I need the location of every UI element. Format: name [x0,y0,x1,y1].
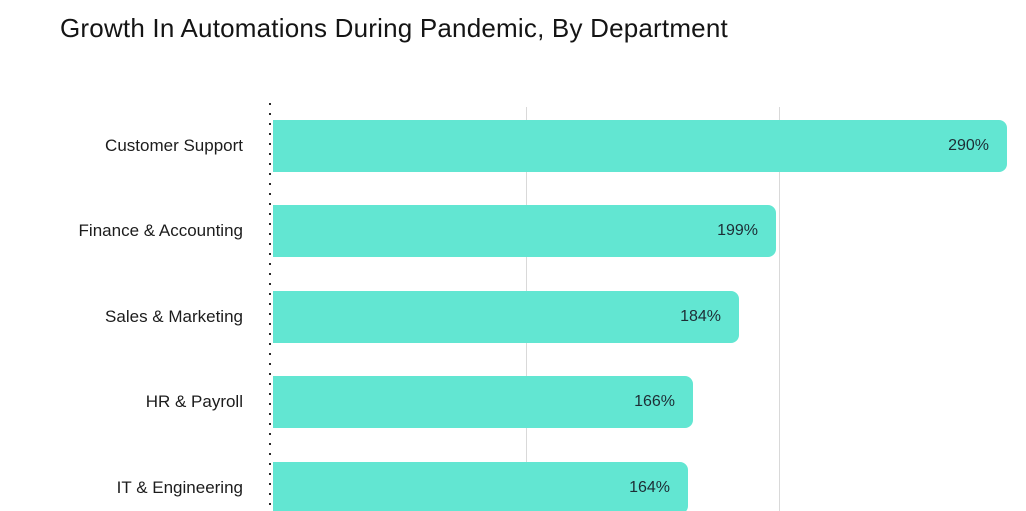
chart-title: Growth In Automations During Pandemic, B… [60,13,728,43]
y-axis-dotted-line [269,103,271,511]
bar: 199% [273,205,776,258]
category-label: IT & Engineering [116,477,243,497]
bar-value-label: 199% [717,222,758,240]
bar: 164% [273,461,688,511]
category-label: Sales & Marketing [105,306,243,326]
category-label: Finance & Accounting [78,221,243,241]
gridline-200 [779,107,780,511]
bar-value-label: 164% [629,478,670,496]
category-label: HR & Payroll [145,392,243,412]
bar-value-label: 184% [680,307,721,325]
bar-value-label: 290% [948,137,989,154]
bar: 166% [273,376,693,429]
category-label: Customer Support [105,136,243,155]
bar: 290% [273,120,1007,172]
bar-value-label: 166% [634,393,675,411]
bar: 184% [273,290,739,343]
